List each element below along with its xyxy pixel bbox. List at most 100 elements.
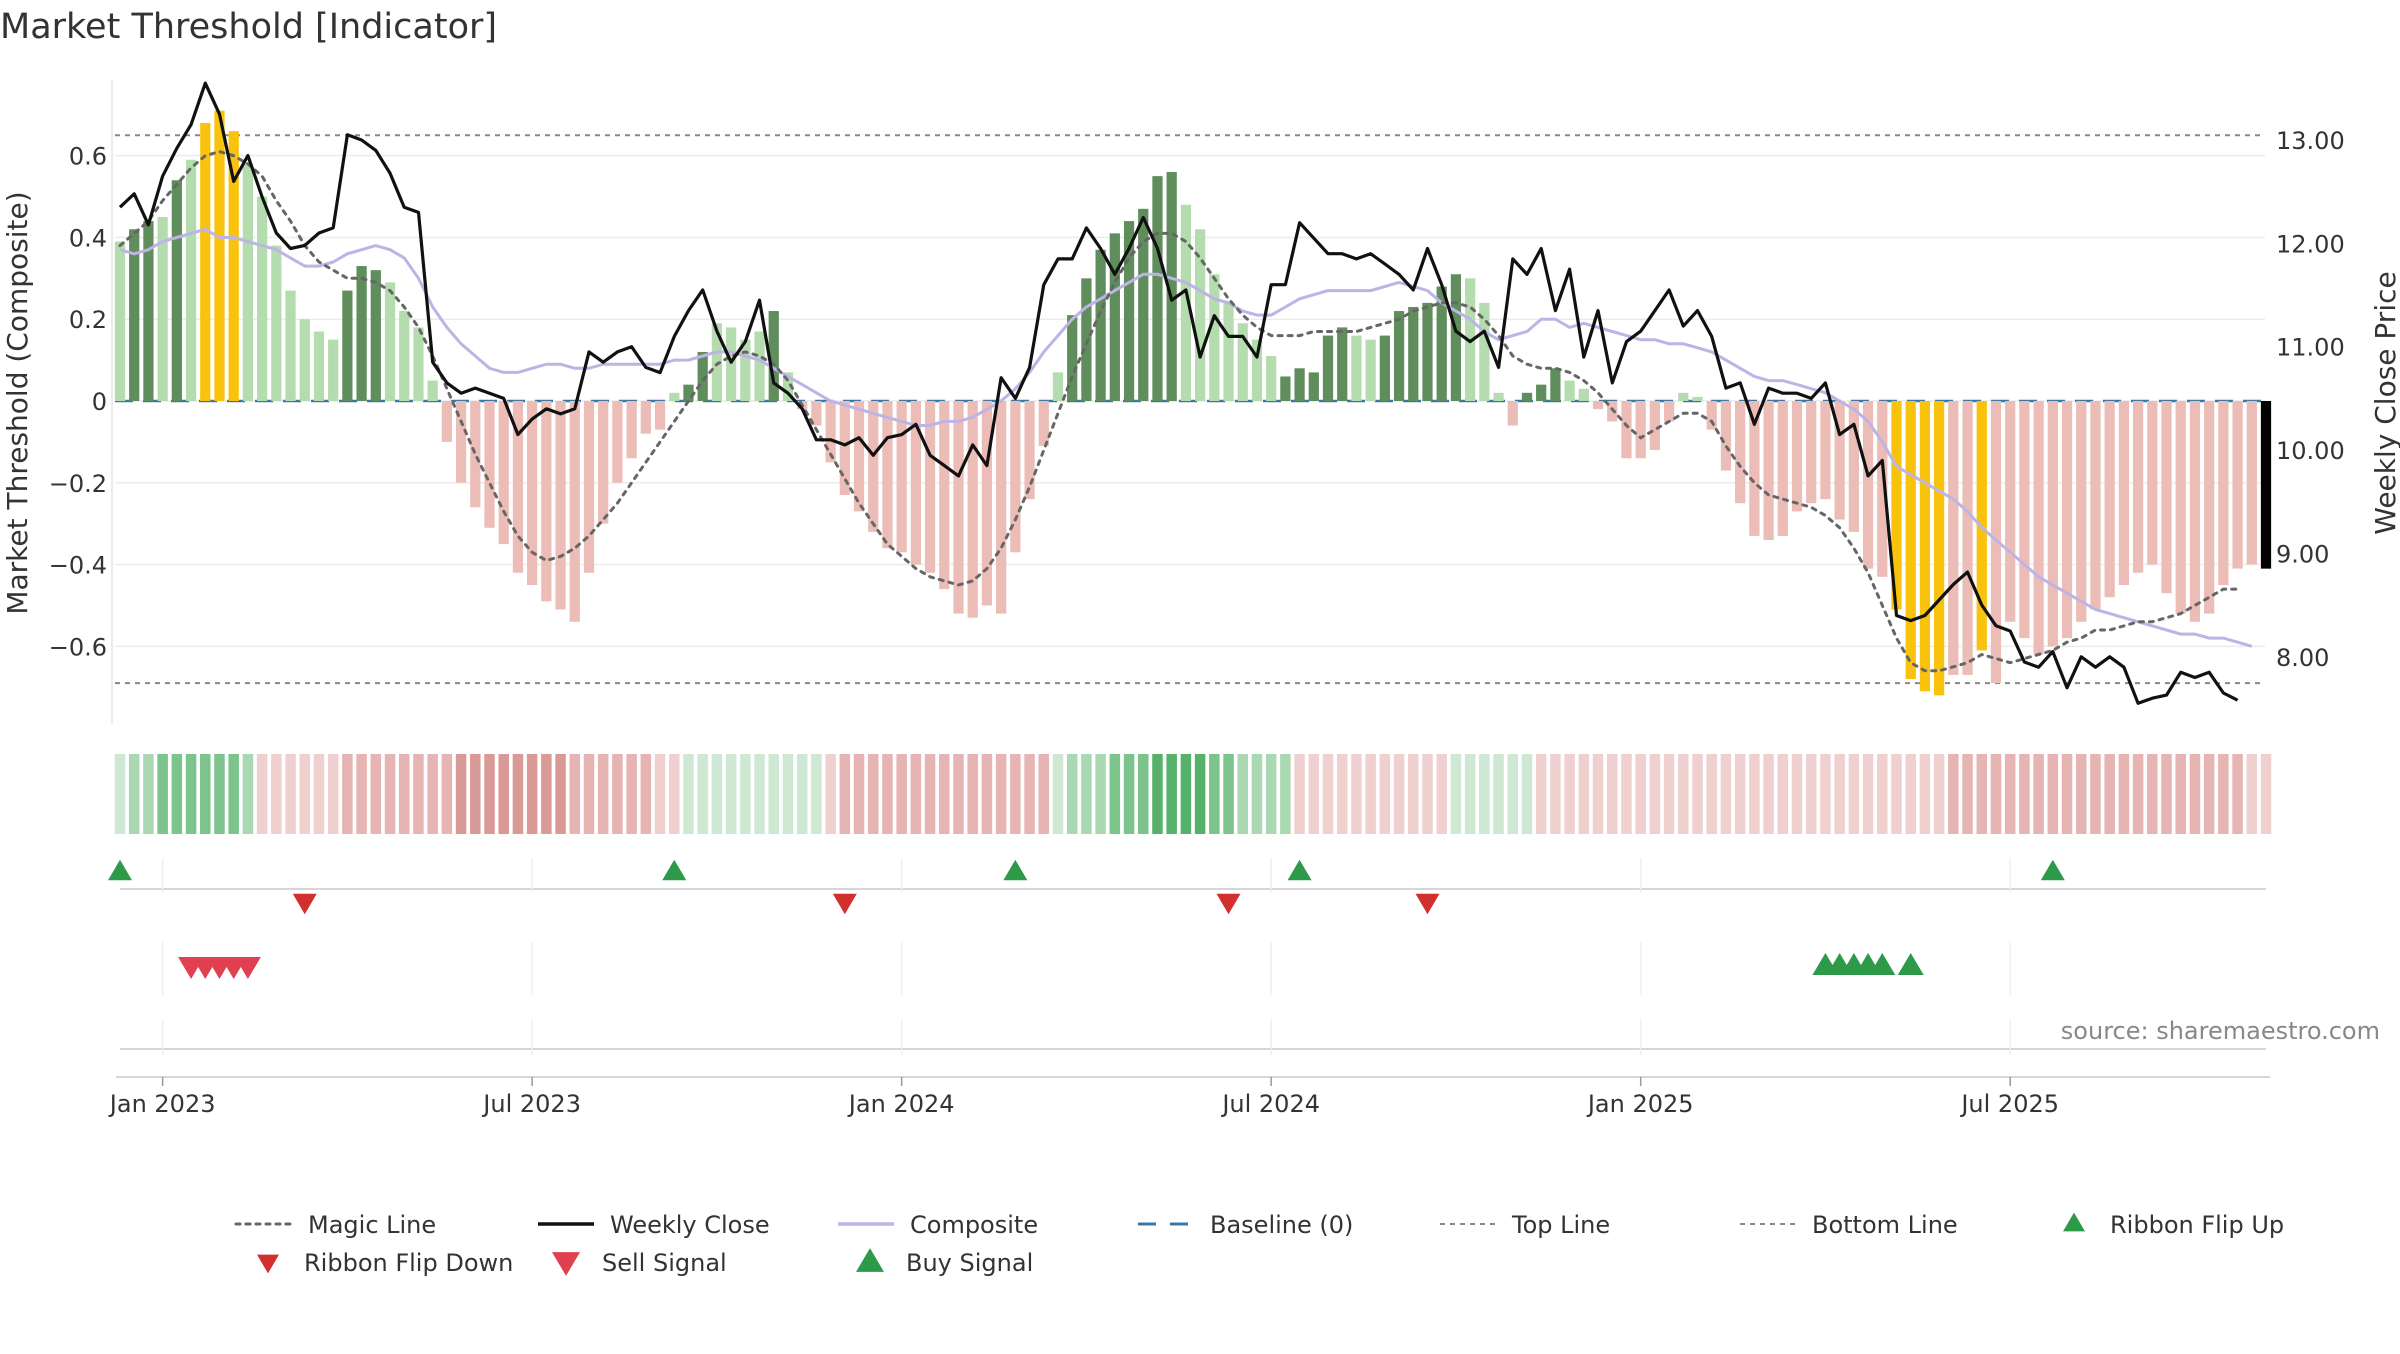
ribbon-cell: [2218, 754, 2229, 834]
y-left-tick-label: 0.4: [69, 224, 107, 252]
legend-label: Weekly Close: [610, 1211, 770, 1239]
composite-bar: [1635, 401, 1646, 459]
ribbon-cell: [839, 754, 851, 834]
ribbon-cell: [214, 754, 225, 834]
legend-item-buy: Buy Signal: [906, 1249, 1033, 1277]
ribbon-cell: [128, 754, 140, 834]
composite-bar: [2189, 401, 2201, 622]
legend-item-top: Top Line: [1440, 1211, 1610, 1239]
legend: Magic Line Weekly Close Composite Baseline …: [234, 1211, 2284, 1277]
ribbon-cell: [981, 754, 993, 834]
y-right-tick-label: 10.00: [2276, 437, 2345, 465]
legend-label: Buy Signal: [906, 1249, 1033, 1277]
composite-bar: [868, 401, 879, 532]
composite-bar: [399, 311, 410, 401]
composite-bar: [242, 163, 254, 401]
composite-bars: [114, 110, 2272, 696]
ribbon-cell: [1990, 754, 2002, 834]
composite-bar: [1393, 311, 1405, 401]
y-right-tick-label: 12.00: [2276, 230, 2345, 258]
composite-bar: [2175, 401, 2186, 614]
composite-bar: [555, 401, 566, 610]
ribbon-cell: [1408, 754, 1419, 834]
ribbon-cell: [1336, 754, 1348, 834]
ribbon-cell: [185, 754, 197, 834]
ribbon-cell: [1848, 754, 1860, 834]
y-left-tick-label: −0.6: [49, 633, 107, 661]
ribbon-cell: [1720, 754, 1732, 834]
composite-bar: [2033, 401, 2044, 655]
ribbon-cell: [498, 754, 509, 834]
composite-bar: [2232, 401, 2243, 569]
ribbon-cell: [2033, 754, 2044, 834]
ribbon-cell: [1535, 754, 1547, 834]
composite-bar: [2047, 401, 2058, 647]
ribbon-cell: [1265, 754, 1277, 834]
ribbon-cell: [626, 754, 637, 834]
composite-bar: [271, 245, 282, 401]
composite-bar: [1777, 401, 1788, 536]
composite-bar: [299, 319, 310, 401]
legend-item-close: Weekly Close: [538, 1211, 770, 1239]
composite-bar: [996, 401, 1007, 614]
ribbon-cell: [2118, 754, 2130, 834]
composite-bar: [598, 401, 609, 524]
ribbon-cell: [2047, 754, 2059, 834]
composite-bar: [1067, 315, 1078, 401]
ribbon-cell: [1066, 754, 1078, 834]
y-right-tick-label: 11.00: [2276, 334, 2345, 362]
ribbon-cell: [143, 754, 154, 834]
composite-bar: [1266, 356, 1277, 401]
legend-item-composite: Composite: [838, 1211, 1038, 1239]
ribbon-cell: [398, 754, 410, 834]
ribbon-cell: [1820, 754, 1831, 834]
ribbon-cell: [2090, 754, 2101, 834]
ribbon-cell: [157, 754, 168, 834]
composite-bar: [1891, 401, 1902, 610]
ribbon-flip-up-marker: [1287, 859, 1312, 881]
composite-bar: [413, 327, 424, 401]
composite-bar: [2005, 401, 2016, 622]
composite-bar: [171, 180, 182, 401]
ribbon-cell: [1791, 754, 1803, 834]
ribbon-cell: [924, 754, 936, 834]
composite-bar: [1436, 286, 1447, 401]
ribbon-cell: [1479, 754, 1490, 834]
composite-bar: [1820, 401, 1831, 500]
ribbon-cell: [1123, 754, 1135, 834]
composite-bar: [1322, 335, 1334, 401]
ribbon-cell: [2004, 754, 2016, 834]
ribbon-cell: [285, 754, 296, 834]
composite-bar: [1038, 401, 1049, 446]
composite-bar: [114, 241, 126, 401]
composite-bar: [143, 221, 154, 401]
composite-bar: [2104, 401, 2115, 598]
composite-bar: [2090, 401, 2101, 610]
ribbon-cell: [1877, 754, 1888, 834]
composite-bar: [1663, 401, 1675, 422]
composite-bar: [1422, 302, 1433, 401]
ribbon-cell: [2175, 754, 2186, 834]
composite-bar: [725, 327, 737, 401]
composite-bar: [1052, 372, 1064, 401]
y-axis-right-label: Weekly Close Price: [2369, 271, 2400, 534]
ribbon-cell: [271, 754, 282, 834]
ribbon-cell: [910, 754, 922, 834]
legend-swatch: [552, 1252, 580, 1276]
composite-bar: [1649, 401, 1661, 451]
composite-bar: [953, 401, 964, 614]
composite-bar: [1308, 372, 1319, 401]
ribbon-cell: [1095, 754, 1106, 834]
series-lines: [118, 81, 2253, 705]
composite-bar: [1223, 302, 1234, 401]
ribbon-cell: [2061, 754, 2073, 834]
ribbon-cell: [2075, 754, 2087, 834]
composite-bar: [214, 110, 225, 401]
composite-bar: [1294, 368, 1305, 401]
y-right-tick-label: 9.00: [2276, 540, 2329, 568]
x-tick-label: Jan 2025: [1586, 1090, 1694, 1118]
composite-bar: [1251, 339, 1263, 401]
ribbon-cell: [612, 754, 623, 834]
composite-bar: [1877, 401, 1888, 577]
composite-bar: [2061, 401, 2073, 639]
